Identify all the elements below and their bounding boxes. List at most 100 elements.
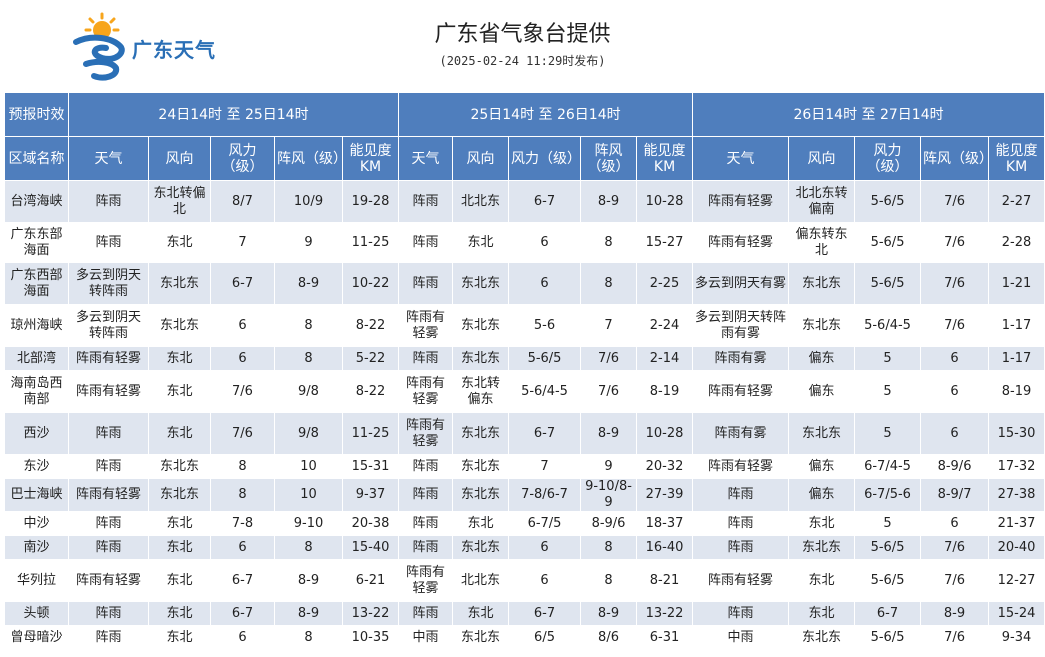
wind-force-cell: 5-6/5 bbox=[508, 346, 582, 371]
visibility-cell: 6-31 bbox=[636, 625, 694, 650]
table-row: 曾母暗沙 阵雨 东北 6 8 10-35 中雨 东北东 6/5 8/6 6-31 中雨 东北东 5-6/5… bbox=[4, 625, 1045, 650]
wind-force-cell: 5-6/4-5 bbox=[508, 370, 582, 413]
wind-direction-cell: 东北 bbox=[148, 625, 211, 650]
wind-direction-cell: 北北东转偏南 bbox=[788, 180, 856, 223]
gust-cell: 7/6 bbox=[920, 180, 990, 223]
weather-cell: 阵雨 bbox=[398, 346, 454, 371]
weather-cell: 阵雨 bbox=[68, 535, 149, 560]
wind-force-cell: 6 bbox=[508, 222, 582, 263]
gust-cell: 7/6 bbox=[920, 559, 990, 602]
weather-cell: 中雨 bbox=[398, 625, 454, 650]
weather-cell: 阵雨有轻雾 bbox=[692, 370, 790, 413]
weather-cell: 阵雨 bbox=[692, 535, 790, 560]
table-row: 琼州海峡 多云到阴天转阵雨 东北东 6 8 8-22 阵雨有轻雾 东北东 5-6 7 2-24 多云到… bbox=[4, 304, 1045, 347]
gust-cell: 8-9 bbox=[580, 180, 638, 223]
gust-cell: 7/6 bbox=[920, 222, 990, 263]
weather-cell: 阵雨 bbox=[68, 625, 149, 650]
wind-force-cell: 6-7/5-6 bbox=[854, 478, 922, 512]
visibility-cell: 9-34 bbox=[988, 625, 1045, 650]
wind-direction-cell: 东北 bbox=[788, 601, 856, 626]
wind-direction-cell: 偏东 bbox=[788, 346, 856, 371]
wind-direction-cell: 东北东 bbox=[148, 454, 211, 479]
wind-force-cell: 6-7/4-5 bbox=[854, 454, 922, 479]
gust-cell: 9/8 bbox=[274, 370, 343, 413]
wind-force-cell: 8 bbox=[210, 478, 275, 512]
weather-cell: 阵雨有雾 bbox=[692, 346, 790, 371]
gust-cell: 8 bbox=[274, 346, 343, 371]
gust-cell: 9-10/8-9 bbox=[580, 478, 638, 512]
visibility-cell: 11-25 bbox=[341, 222, 400, 263]
weather-cell: 中雨 bbox=[692, 625, 790, 650]
weather-cell: 阵雨 bbox=[398, 601, 454, 626]
wind-force-cell: 5-6/5 bbox=[854, 222, 922, 263]
visibility-cell: 2-25 bbox=[636, 262, 694, 305]
gust-cell: 8-9 bbox=[274, 559, 343, 602]
forecast-table: 预报时效 24日14时 至 25日14时 25日14时 至 26日14时 26日… bbox=[4, 92, 1045, 650]
wind-force-cell: 7/6 bbox=[210, 412, 275, 455]
wind-direction-cell: 偏东 bbox=[788, 370, 856, 413]
weather-cell: 阵雨有轻雾 bbox=[398, 304, 454, 347]
table-row: 华列拉 阵雨有轻雾 东北 6-7 8-9 6-21 阵雨有轻雾 北北东 6 8 8-21 阵雨有轻雾东… bbox=[4, 559, 1045, 602]
table-row: 巴士海峡 阵雨有轻雾 东北东 8 10 9-37 阵雨 东北东 7-8/6-7 9-10/8-9 2… bbox=[4, 478, 1045, 512]
visibility-cell: 17-32 bbox=[988, 454, 1045, 479]
visibility-cell: 1-17 bbox=[988, 346, 1045, 371]
weather-cell: 阵雨 bbox=[68, 454, 149, 479]
wind-force-cell: 7-8/6-7 bbox=[508, 478, 582, 512]
wind-force-cell: 6-7 bbox=[508, 601, 582, 626]
wind-direction-header: 风向 bbox=[148, 136, 211, 181]
table-row: 头顿 阵雨 东北 6-7 8-9 13-22 阵雨 东北 6-7 8-9 13-22 阵雨 东北 6-7 8… bbox=[4, 601, 1045, 626]
visibility-cell: 15-40 bbox=[341, 535, 400, 560]
gust-cell: 6 bbox=[920, 511, 990, 536]
wind-direction-cell: 东北东 bbox=[148, 262, 211, 305]
visibility-cell: 11-25 bbox=[341, 412, 400, 455]
area-name-cell: 广东东部海面 bbox=[4, 222, 69, 263]
weather-header: 天气 bbox=[398, 136, 454, 181]
area-name-cell: 曾母暗沙 bbox=[4, 625, 69, 650]
gust-cell: 8-9 bbox=[580, 601, 638, 626]
weather-cell: 阵雨 bbox=[68, 222, 149, 263]
gust-cell: 7/6 bbox=[580, 370, 638, 413]
visibility-cell: 18-37 bbox=[636, 511, 694, 536]
gust-cell: 7/6 bbox=[920, 304, 990, 347]
wind-direction-cell: 东北 bbox=[148, 412, 211, 455]
visibility-cell: 20-32 bbox=[636, 454, 694, 479]
area-name-cell: 琼州海峡 bbox=[4, 304, 69, 347]
area-name-cell: 头顿 bbox=[4, 601, 69, 626]
gust-cell: 8-9 bbox=[920, 601, 990, 626]
gust-header: 阵风（级） bbox=[274, 136, 343, 181]
table-row: 台湾海峡 阵雨 东北转偏北 8/7 10/9 19-28 阵雨 北北东 6-7 8-9 10-28 阵… bbox=[4, 180, 1045, 223]
gust-cell: 8-9/6 bbox=[920, 454, 990, 479]
gust-cell: 8-9 bbox=[274, 262, 343, 305]
wind-force-cell: 7 bbox=[210, 222, 275, 263]
visibility-cell: 9-37 bbox=[341, 478, 400, 512]
wind-direction-cell: 东北东 bbox=[452, 478, 510, 512]
wind-force-cell: 6-7 bbox=[508, 412, 582, 455]
table-row: 东沙 阵雨 东北东 8 10 15-31 阵雨 东北东 7 9 20-32 阵雨有轻雾 偏东 6-7/4-… bbox=[4, 454, 1045, 479]
visibility-cell: 2-14 bbox=[636, 346, 694, 371]
weather-cell: 阵雨 bbox=[398, 478, 454, 512]
weather-header: 天气 bbox=[68, 136, 149, 181]
visibility-cell: 8-22 bbox=[341, 370, 400, 413]
logo-text: 广东天气 bbox=[132, 38, 216, 62]
wind-direction-cell: 东北 bbox=[148, 535, 211, 560]
wind-direction-cell: 东北 bbox=[148, 346, 211, 371]
gust-cell: 8/6 bbox=[580, 625, 638, 650]
table-row: 广东东部海面 阵雨 东北 7 9 11-25 阵雨 东北 6 8 15-27 阵雨有轻雾 偏东转东北 5-… bbox=[4, 222, 1045, 263]
wind-direction-cell: 东北 bbox=[148, 370, 211, 413]
wind-direction-cell: 东北 bbox=[148, 511, 211, 536]
weather-cell: 阵雨 bbox=[68, 180, 149, 223]
area-name-cell: 中沙 bbox=[4, 511, 69, 536]
wind-direction-cell: 偏东 bbox=[788, 478, 856, 512]
gust-cell: 7/6 bbox=[920, 625, 990, 650]
gust-cell: 7/6 bbox=[580, 346, 638, 371]
period-header: 26日14时 至 27日14时 bbox=[692, 92, 1045, 137]
gust-cell: 6 bbox=[920, 346, 990, 371]
visibility-cell: 2-28 bbox=[988, 222, 1045, 263]
gust-cell: 8-9 bbox=[580, 412, 638, 455]
visibility-header: 能见度KM bbox=[988, 136, 1045, 181]
visibility-cell: 16-40 bbox=[636, 535, 694, 560]
wind-direction-cell: 东北东 bbox=[452, 535, 510, 560]
visibility-cell: 8-21 bbox=[636, 559, 694, 602]
wind-force-cell: 5 bbox=[854, 511, 922, 536]
wind-force-cell: 6-7 bbox=[854, 601, 922, 626]
